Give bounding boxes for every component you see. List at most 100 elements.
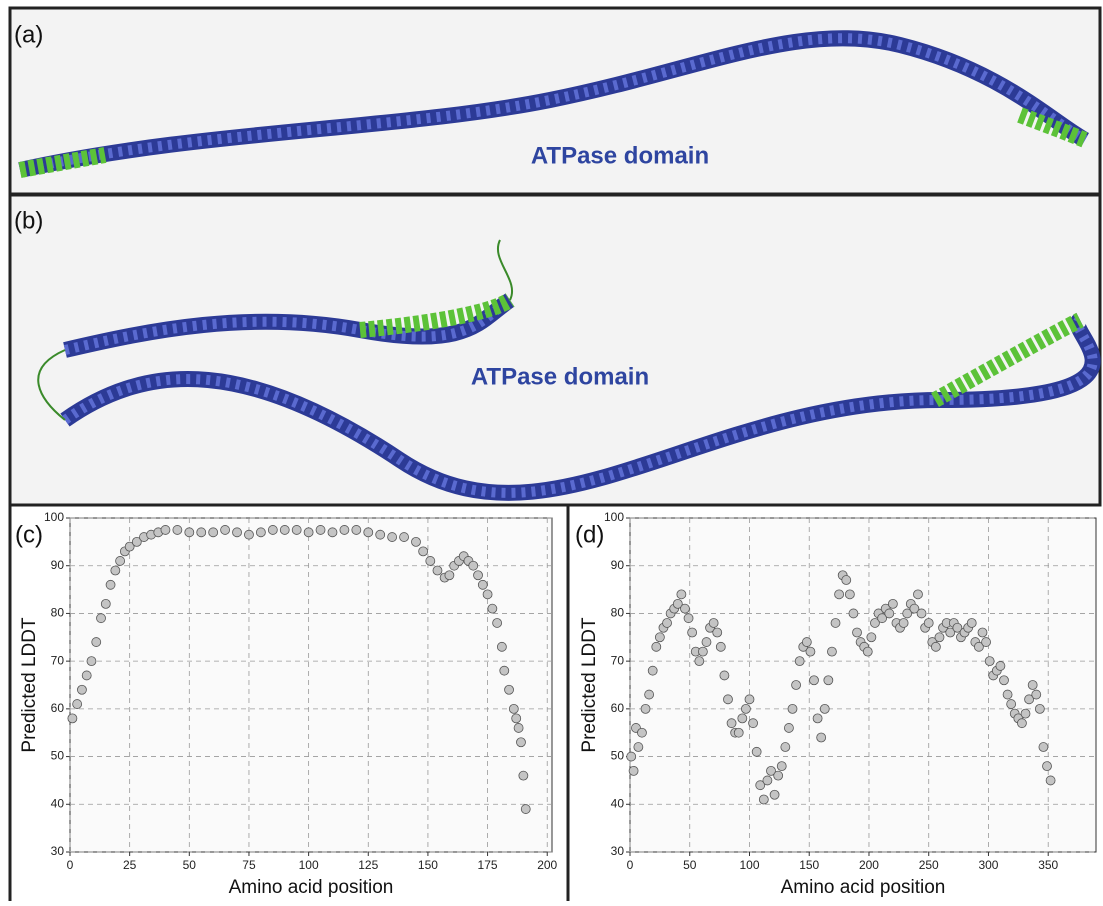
point: [663, 618, 672, 627]
panel-b-frame: [10, 195, 1100, 505]
point: [1035, 704, 1044, 713]
x-tick-label: 200: [537, 858, 557, 872]
point: [734, 728, 743, 737]
x-tick-label: 300: [978, 858, 998, 872]
x-axis-label: Amino acid position: [229, 877, 394, 898]
point: [493, 618, 502, 627]
y-tick-label: 50: [51, 749, 65, 763]
point: [655, 633, 664, 642]
point: [364, 528, 373, 537]
point: [221, 525, 230, 534]
point: [433, 566, 442, 575]
point: [197, 528, 206, 537]
point: [713, 628, 722, 637]
point: [727, 719, 736, 728]
point: [709, 618, 718, 627]
point: [1021, 709, 1030, 718]
y-axis-label: Predicted LDDT: [579, 617, 600, 753]
point: [82, 671, 91, 680]
point: [935, 633, 944, 642]
point: [802, 638, 811, 647]
point: [795, 657, 804, 666]
x-tick-label: 175: [478, 858, 498, 872]
point: [788, 704, 797, 713]
point: [509, 704, 518, 713]
panel-label: (b): [14, 207, 43, 234]
point: [1032, 690, 1041, 699]
point: [256, 528, 265, 537]
point: [1043, 762, 1052, 771]
point: [885, 609, 894, 618]
point: [244, 530, 253, 539]
point: [913, 590, 922, 599]
point: [474, 571, 483, 580]
point: [824, 676, 833, 685]
point: [749, 719, 758, 728]
x-tick-label: 200: [859, 858, 879, 872]
point: [817, 733, 826, 742]
point: [101, 599, 110, 608]
plot-area: [70, 518, 552, 852]
panel-label: (d): [575, 521, 604, 548]
point: [835, 590, 844, 599]
x-tick-label: 350: [1038, 858, 1058, 872]
point: [469, 561, 478, 570]
point: [328, 528, 337, 537]
x-tick-label: 100: [299, 858, 319, 872]
x-tick-label: 0: [67, 858, 74, 872]
point: [792, 681, 801, 690]
y-tick-label: 70: [51, 653, 65, 667]
point: [505, 685, 514, 694]
x-tick-label: 50: [183, 858, 197, 872]
x-tick-label: 100: [739, 858, 759, 872]
point: [1017, 719, 1026, 728]
point: [352, 525, 361, 534]
point: [521, 805, 530, 814]
point: [763, 776, 772, 785]
point: [967, 618, 976, 627]
point: [1028, 681, 1037, 690]
point: [280, 525, 289, 534]
point: [999, 676, 1008, 685]
y-tick-label: 30: [611, 844, 625, 858]
point: [316, 525, 325, 534]
point: [702, 638, 711, 647]
point: [720, 671, 729, 680]
y-tick-label: 100: [44, 510, 64, 524]
point: [752, 747, 761, 756]
point: [97, 614, 106, 623]
point: [684, 614, 693, 623]
point: [888, 599, 897, 608]
point: [648, 666, 657, 675]
point: [917, 609, 926, 618]
point: [161, 525, 170, 534]
y-tick-label: 40: [51, 796, 65, 810]
point: [810, 676, 819, 685]
point: [500, 666, 509, 675]
point: [738, 714, 747, 723]
point: [784, 723, 793, 732]
point: [845, 590, 854, 599]
x-tick-label: 50: [683, 858, 697, 872]
point: [1003, 690, 1012, 699]
point: [774, 771, 783, 780]
point: [842, 576, 851, 585]
point: [641, 704, 650, 713]
point: [867, 633, 876, 642]
point: [781, 743, 790, 752]
point: [106, 580, 115, 589]
point: [677, 590, 686, 599]
point: [652, 642, 661, 651]
point: [488, 604, 497, 613]
y-tick-label: 70: [611, 653, 625, 667]
point: [931, 642, 940, 651]
panel-label: (a): [14, 21, 43, 48]
point: [637, 728, 646, 737]
point: [1039, 743, 1048, 752]
point: [820, 704, 829, 713]
point: [688, 628, 697, 637]
point: [745, 695, 754, 704]
point: [400, 533, 409, 542]
point: [68, 714, 77, 723]
x-tick-label: 250: [919, 858, 939, 872]
